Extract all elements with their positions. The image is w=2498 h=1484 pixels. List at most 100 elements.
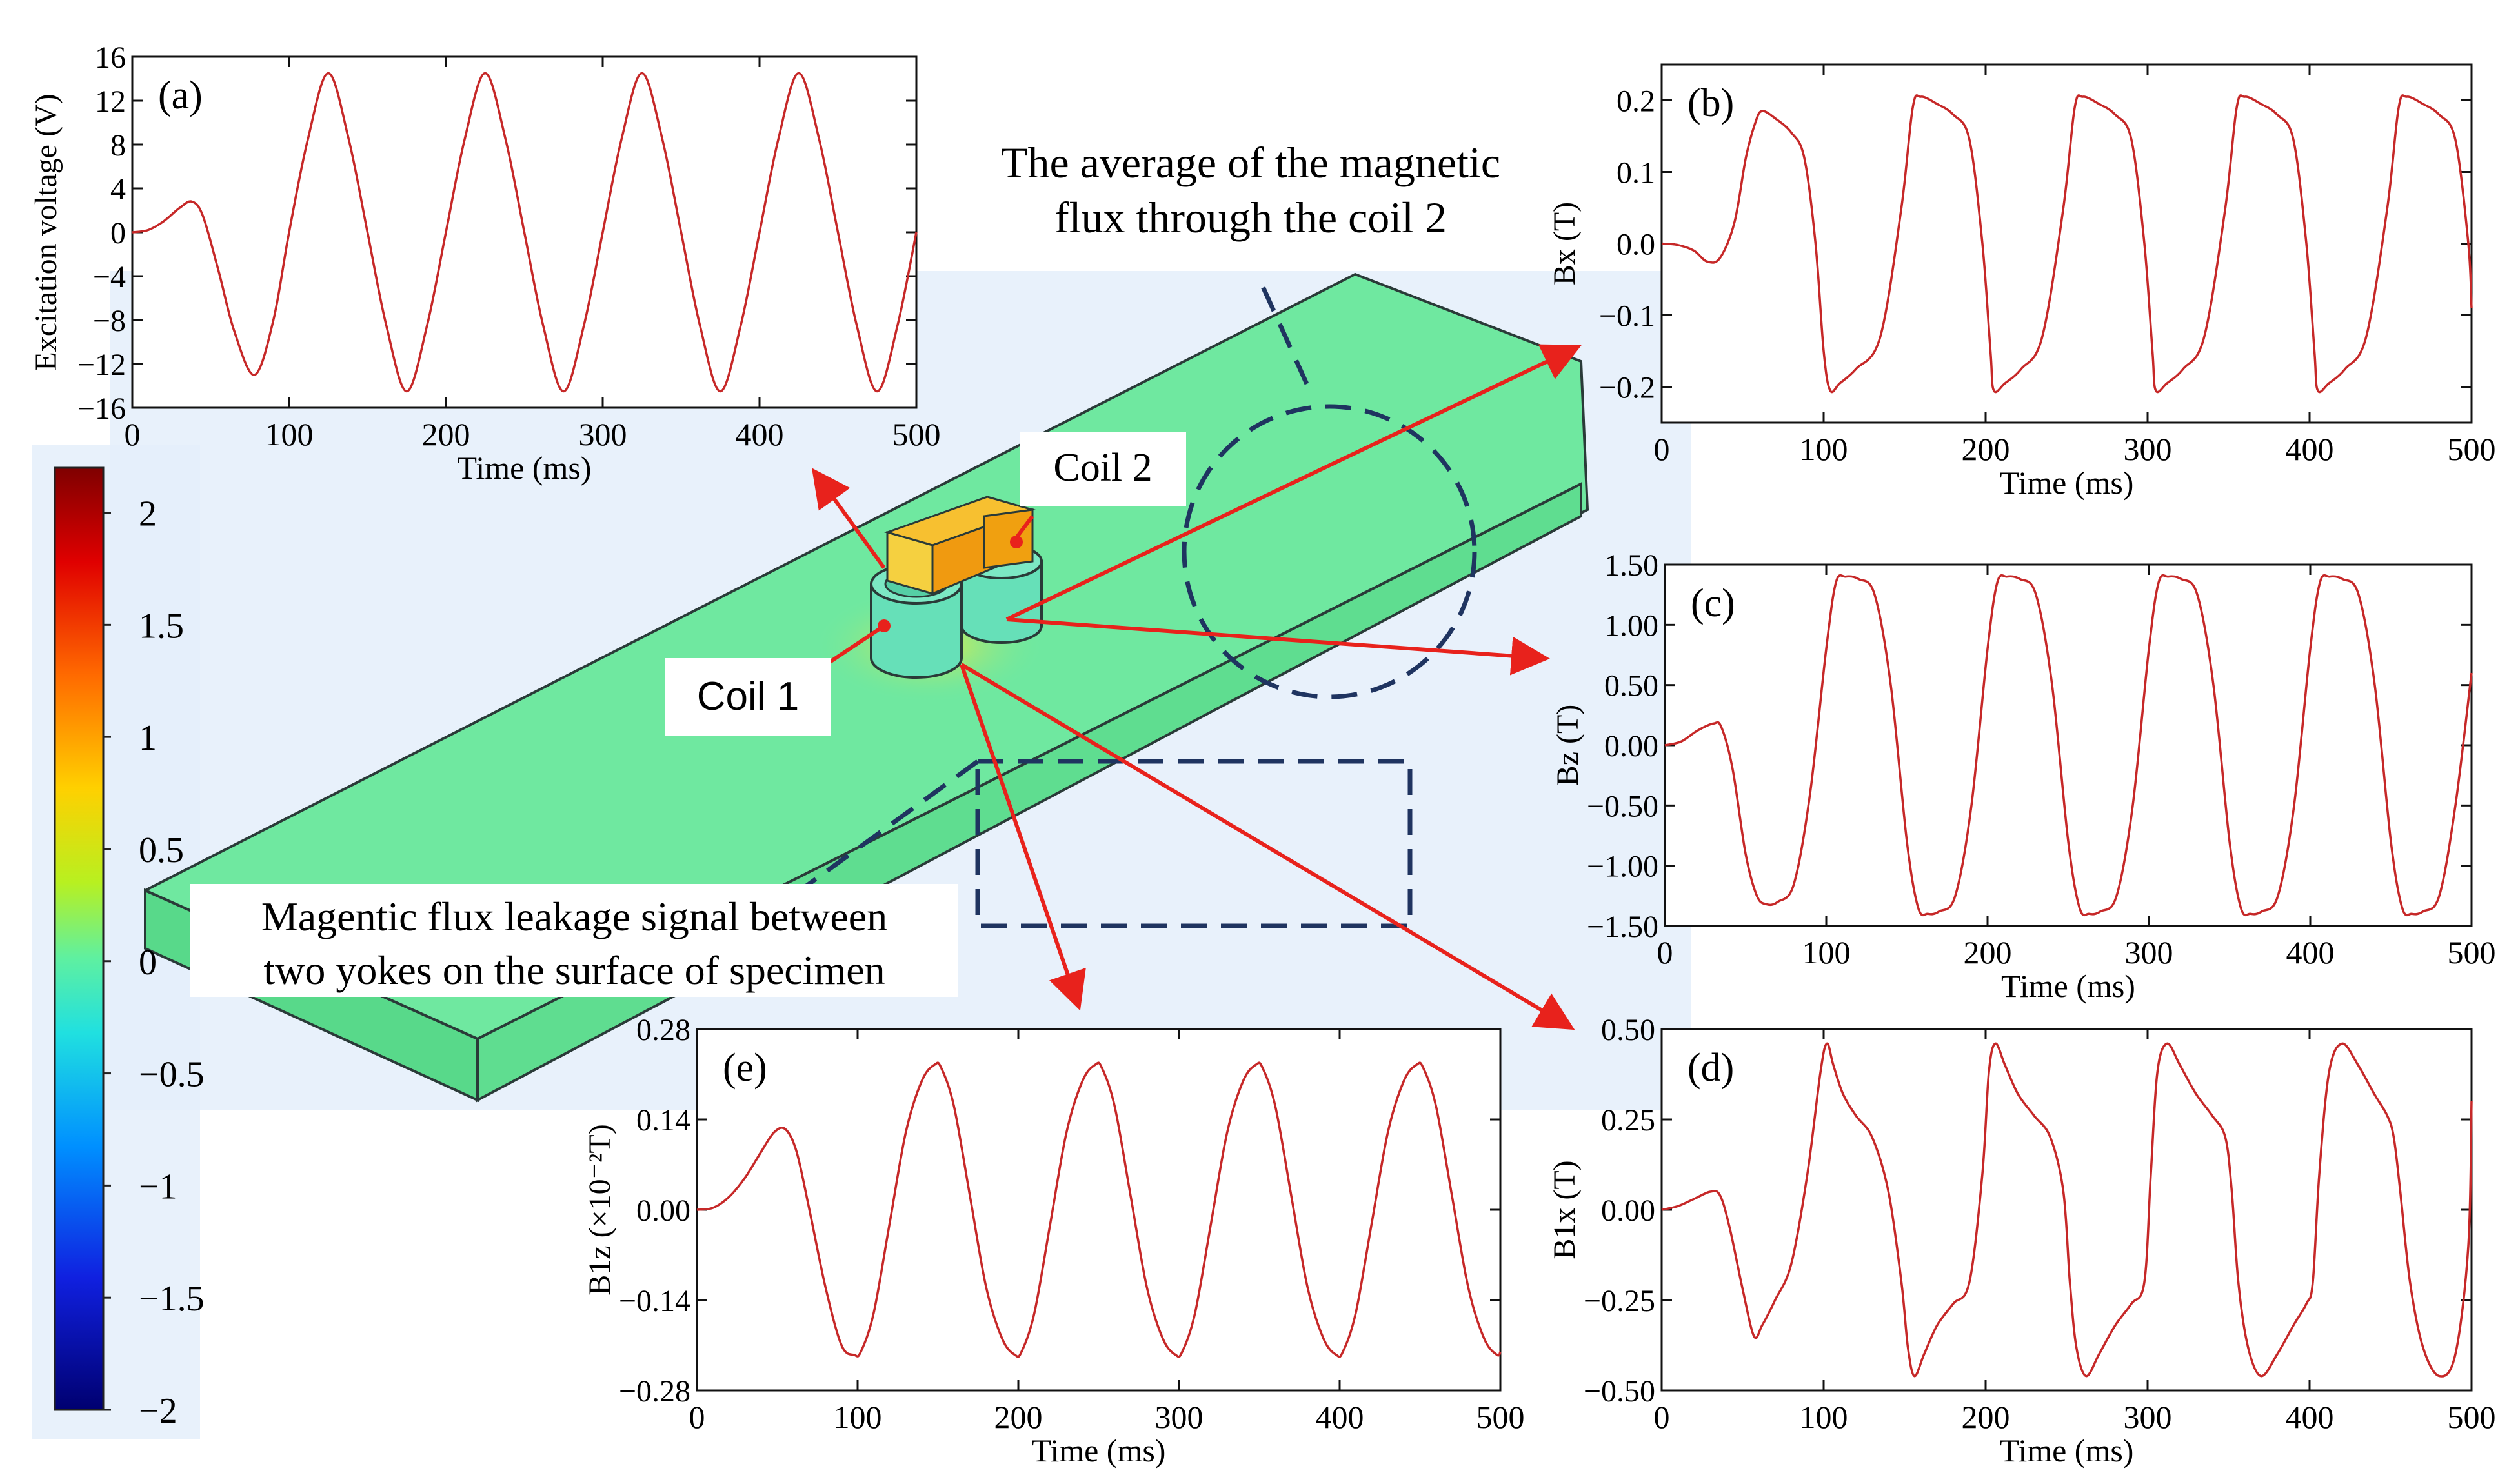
- coil-2-label: Coil 2: [1053, 446, 1152, 490]
- x-tick-label: 200: [994, 1399, 1043, 1435]
- series-line: [1661, 94, 2473, 394]
- colorbar-tick-label: −0.5: [139, 1055, 205, 1095]
- colorbar-tick-label: −2: [139, 1391, 177, 1431]
- leakage-label-line-2: two yokes on the surface of specimen: [263, 947, 885, 993]
- average-flux-label-line-1: The average of the magnetic: [1001, 138, 1500, 187]
- x-tick-label: 500: [2448, 1399, 2496, 1435]
- x-tick-label: 500: [1476, 1399, 1525, 1435]
- series-line: [1661, 1042, 2473, 1378]
- plot-area: [1660, 1028, 2473, 1392]
- panel-label: (c): [1691, 581, 1735, 625]
- y-tick-label: 0.28: [636, 1013, 690, 1047]
- colorbar-ticks: 2 1.5 1 0.5 0 −0.5 −1 −1.5 −2: [103, 494, 205, 1431]
- x-axis-label: Time (ms): [458, 450, 592, 486]
- y-tick-label: 0.14: [636, 1103, 690, 1138]
- x-tick-label: 100: [1800, 431, 1848, 467]
- panel-label: (d): [1687, 1046, 1734, 1090]
- x-tick-label: 100: [1800, 1399, 1848, 1435]
- arrow-to-d: [960, 663, 1575, 1030]
- x-tick-label: 400: [736, 416, 784, 452]
- y-tick-label: 16: [95, 41, 126, 75]
- x-tick-label: 300: [579, 416, 627, 452]
- series-line: [696, 1061, 1502, 1358]
- y-tick-label: −0.2: [1599, 371, 1655, 405]
- coil-1-dot: [878, 619, 891, 632]
- chart-panel-b: 0 100 200 300 400 500 0.2 0.1 0.0 −0.1 −0.2 Time (m…: [1547, 63, 2496, 501]
- average-flux-label-line-2: flux through the coil 2: [1054, 193, 1447, 242]
- y-tick-label: 8: [110, 128, 126, 163]
- y-axis-label: B1z (×10⁻²T): [583, 1124, 617, 1295]
- y-axis-label: Bx (T): [1547, 202, 1582, 285]
- coil-1-label-box: Coil 1: [665, 658, 831, 736]
- chart-panel-e: 0 100 200 300 400 500 0.28 0.14 0.00 −0.14 −0.28 Ti…: [583, 1013, 1525, 1469]
- x-tick-label: 0: [1654, 1399, 1670, 1435]
- leakage-region: [975, 759, 1413, 928]
- x-tick-label: 0: [1657, 934, 1673, 970]
- arrow-to-a: [811, 468, 886, 569]
- x-tick-label: 500: [892, 416, 941, 452]
- colorbar: 2 1.5 1 0.5 0 −0.5 −1 −1.5 −2: [54, 466, 205, 1431]
- colorbar-tick-label: −1: [139, 1167, 177, 1207]
- chart-panel-c: 0 100 200 300 400 500 1.50 1.00 0.50 0.00 −0.50 −1.…: [1551, 548, 2496, 1004]
- y-tick-label: −4: [93, 260, 126, 294]
- y-tick-label: 0.0: [1617, 228, 1655, 262]
- plot-area: [1664, 563, 2473, 927]
- x-tick-label: 100: [265, 416, 314, 452]
- arrow-to-e: [960, 664, 1086, 1011]
- x-tick-label: 200: [422, 416, 470, 452]
- colorbar-tick-label: 1.5: [139, 606, 184, 646]
- panel-label: (b): [1687, 81, 1734, 125]
- colorbar-tick-label: 1: [139, 718, 157, 758]
- chart-panel-d: 0 100 200 300 400 500 0.50 0.25 0.00 −0.25 −0.50 Ti…: [1547, 1013, 2496, 1469]
- x-tick-label: 400: [2286, 431, 2334, 467]
- y-tick-label: −16: [77, 392, 126, 426]
- y-axis-label: Bz (T): [1551, 705, 1585, 787]
- y-tick-label: −1.00: [1587, 850, 1658, 884]
- x-axis-label: Time (ms): [2001, 968, 2135, 1004]
- panel-label: (a): [158, 74, 203, 117]
- colorbar-tick-label: 0.5: [139, 830, 184, 870]
- x-axis-label: Time (ms): [2000, 465, 2134, 501]
- y-tick-label: −0.50: [1584, 1374, 1655, 1409]
- colorbar-tick-label: 0: [139, 943, 157, 983]
- plot-area: [696, 1028, 1502, 1392]
- leakage-region-leader: [798, 759, 980, 892]
- colorbar-tick-label: −1.5: [139, 1279, 205, 1319]
- y-tick-label: −12: [77, 348, 126, 382]
- x-tick-label: 500: [2448, 431, 2496, 467]
- panel-label: (e): [723, 1046, 767, 1090]
- y-tick-label: −0.1: [1599, 299, 1655, 334]
- x-tick-label: 300: [1155, 1399, 1204, 1435]
- x-tick-label: 300: [2124, 431, 2172, 467]
- colorbar-gradient: [54, 466, 105, 1411]
- y-tick-label: 0.00: [1604, 729, 1658, 763]
- coil-1-pointer: [825, 624, 885, 667]
- y-tick-label: 0.00: [636, 1194, 690, 1228]
- y-tick-label: 0.00: [1601, 1194, 1655, 1228]
- coil-1-label: Coil 1: [697, 674, 800, 719]
- y-tick-label: 0.50: [1604, 669, 1658, 703]
- colorbar-tick-label: 2: [139, 494, 157, 534]
- chart-panel-a: 0 100 200 300 400 500 16 12 8 4 0 −4 −8 −12 −16 Time (m…: [29, 41, 941, 486]
- y-tick-label: 0.2: [1617, 85, 1655, 119]
- y-tick-label: −8: [93, 304, 126, 338]
- flux-region-leader: [1259, 283, 1309, 385]
- arrow-to-b: [1005, 344, 1582, 621]
- x-tick-label: 200: [1964, 934, 2012, 970]
- x-tick-label: 500: [2448, 934, 2496, 970]
- plot-area: [1660, 63, 2473, 424]
- y-tick-label: 0.50: [1601, 1013, 1655, 1047]
- leakage-label-line-1: Magentic flux leakage signal between: [261, 894, 887, 939]
- dashed-annotations: [798, 283, 1477, 928]
- y-tick-label: 0: [110, 216, 126, 250]
- x-tick-label: 300: [2124, 1399, 2172, 1435]
- x-axis-label: Time (ms): [1032, 1432, 1166, 1469]
- y-tick-label: 12: [95, 85, 126, 119]
- y-axis-label: B1x (T): [1547, 1160, 1582, 1259]
- x-tick-label: 400: [1316, 1399, 1364, 1435]
- y-tick-label: −0.50: [1587, 789, 1658, 823]
- y-tick-label: 0.1: [1617, 156, 1655, 190]
- yoke-leg-2: [983, 508, 1034, 569]
